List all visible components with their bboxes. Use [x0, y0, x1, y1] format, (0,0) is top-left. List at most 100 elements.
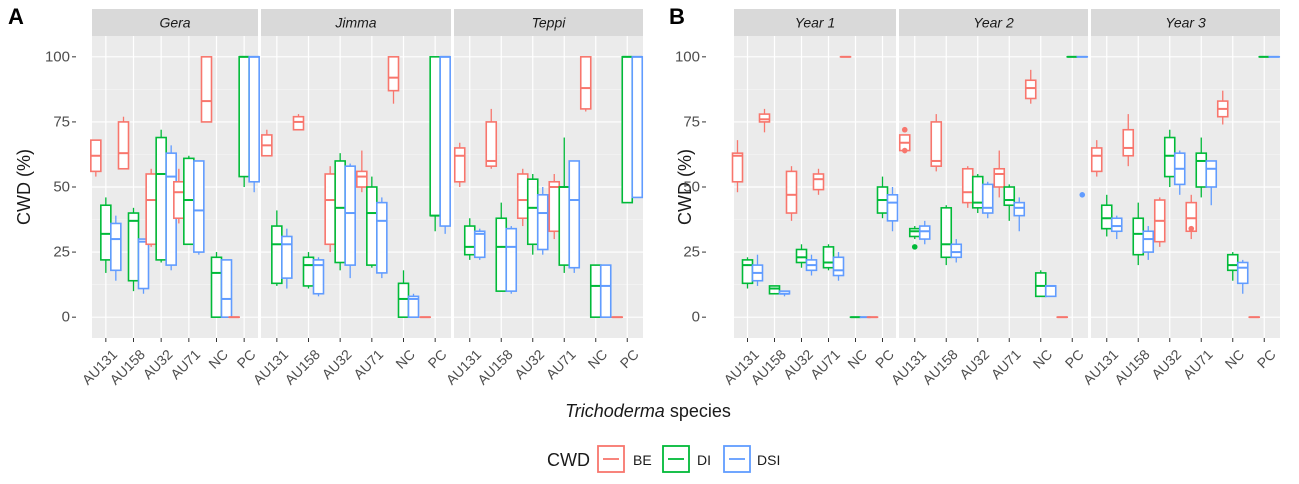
chart-b-facet-year-3-x-tick-label: AU71: [1180, 346, 1216, 382]
chart-b-facet-year-2-box-pc-dsi-outlier: [1079, 192, 1086, 198]
chart-b-facet-year-2-x-tick-label: NC: [1030, 346, 1056, 372]
chart-b-facet-year-1-box-au71-di-iqr: [822, 246, 835, 269]
chart-a-facet-gera-box-au131-dsi: [110, 215, 122, 281]
chart-a-facet-teppi-box-au131-be: [453, 142, 466, 187]
x-axis-title-italic: Trichoderma: [565, 401, 665, 421]
chart-b-facet-year-3-box-au158-be: [1122, 114, 1135, 167]
chart-a: A CWD (%) 0 25 50 75 100 GeraAU131AU158AU32AU71…: [8, 4, 644, 388]
chart-b-facet-year-2-strip: [899, 9, 1088, 36]
chart-a-facet-jimma-box-pc-dsi-iqr: [439, 56, 451, 227]
chart-b-facet-year-2-box-au158-be-iqr: [930, 121, 943, 167]
chart-b-facet-year-1-x-tick-label: AU71: [807, 346, 843, 382]
chart-b-facet-year-1-box-au71-di: [822, 244, 835, 271]
chart-b-facet-year-3-box-nc-di: [1226, 252, 1239, 281]
chart-b-facet-year-1-box-au32-di: [795, 244, 808, 268]
chart-b-facet-year-2-box-au158-dsi: [950, 239, 963, 263]
chart-a-facet-gera-box-au32-be-iqr: [145, 173, 157, 246]
chart-b-facet-year-2-box-au71-be: [993, 150, 1006, 198]
chart-b-facet-year-1-box-au32-be: [785, 166, 798, 221]
chart-a-facet-jimma-box-au158-di: [302, 252, 315, 289]
chart-b-facet-year-2-x-tick-label: AU32: [956, 346, 992, 382]
chart-b-facet-year-3-x-tick-label: PC: [1254, 346, 1279, 371]
chart-a-facet-gera-box-au158-di-iqr: [127, 212, 140, 282]
chart-a-facet-jimma-box-au131-dsi: [281, 228, 293, 289]
chart-a-facet-gera-box-nc-di: [210, 252, 223, 318]
chart-a-y-tick-label: 75: [53, 113, 70, 130]
chart-b: B CWD (%) 0 25 50 75 100 Year 1AU131AU158AU32AU…: [669, 4, 1281, 388]
chart-b-facet-year-1-x-tick-label: NC: [844, 346, 870, 372]
chart-b-facet-year-2-x-tick-label: AU71: [988, 346, 1024, 382]
legend-title: CWD: [547, 450, 590, 470]
chart-b-facet-year-2-box-nc-be-iqr: [1024, 79, 1037, 100]
chart-a-facet-gera-box-nc-be-iqr: [200, 56, 213, 123]
chart-a-facet-gera-box-au158-di: [127, 207, 140, 292]
chart-a-facet-gera-box-au32-di: [155, 129, 167, 263]
chart-b-facet-year-3-box-au131-dsi-iqr: [1110, 217, 1123, 233]
chart-a-facet-teppi-box-au32-dsi: [536, 187, 549, 255]
chart-b-facet-year-2-box-au131-be: [898, 126, 911, 154]
chart-a-facet-teppi-box-pc-di-iqr: [621, 56, 634, 204]
chart-a-y-tick-label: 50: [53, 179, 70, 196]
chart-b-facet-year-1-box-pc-dsi: [886, 187, 899, 232]
chart-a-facet-jimma-box-nc-dsi: [407, 293, 420, 318]
chart-a-facet-jimma-box-nc-be-iqr: [387, 56, 400, 92]
chart-a-facet-teppi-x-tick-label: AU158: [474, 346, 516, 388]
chart-b-facet-year-2-box-au131-be-outlier: [901, 126, 908, 133]
chart-b-facet-year-3-x-tick-label: NC: [1222, 346, 1248, 372]
chart-b-facet-year-1-box-au131-be: [731, 140, 744, 193]
chart-a-facet-jimma-box-au158-dsi: [312, 257, 325, 297]
chart-a-facet-gera-box-au71-di: [183, 155, 195, 246]
chart-a-facet-gera-box-au32-be: [145, 168, 157, 247]
chart-a-facet-gera-x-tick-label: NC: [205, 346, 231, 372]
chart-a-facet-gera-box-au158-dsi-iqr: [137, 238, 150, 290]
x-axis-title: Trichoderma species: [565, 401, 731, 421]
chart-a-facet-jimma-box-au71-be-iqr: [356, 170, 368, 188]
chart-a-facet-teppi-box-pc-dsi: [631, 55, 644, 199]
chart-b-facet-year-1-x-tick-label: PC: [872, 346, 897, 371]
chart-a-facet-teppi-box-pc-di: [621, 55, 634, 204]
chart-b-facet-year-3-box-au131-di: [1100, 194, 1113, 237]
chart-a-facet-teppi-box-nc-be: [579, 56, 592, 112]
chart-a-facet-jimma-x-tick-label: AU158: [281, 346, 323, 388]
chart-a-facet-teppi-box-nc-be-iqr: [579, 56, 592, 110]
chart-b-facet-year-1-box-au131-dsi: [751, 254, 764, 286]
chart-b-y-tick-label: 50: [683, 179, 700, 196]
chart-a-facet-gera-box-au71-be-iqr: [173, 180, 185, 220]
chart-a-facet-jimma-box-pc-di-iqr: [429, 56, 441, 217]
chart-b-facet-year-3-box-au71-di-iqr: [1195, 152, 1208, 188]
chart-a-facet-gera-box-pc-dsi: [248, 55, 260, 193]
chart-b-facet-year-3-box-au32-be: [1153, 197, 1166, 247]
chart-a-facet-jimma-box-au158-be: [292, 114, 305, 131]
chart-b-facet-year-2-box-au158-be: [930, 114, 943, 172]
chart-a-facet-teppi-box-nc-di-iqr: [589, 264, 602, 318]
chart-a-facet-teppi-box-au158-di-iqr: [495, 217, 508, 292]
chart-a-facet-gera-box-au158-dsi: [137, 238, 150, 294]
legend-label-be: BE: [633, 452, 652, 468]
chart-a-facet-teppi-box-au131-be-iqr: [453, 147, 466, 183]
chart-b-facet-year-2-box-au32-dsi-iqr: [981, 183, 994, 214]
chart-a-facet-teppi-box-au158-be-iqr: [485, 121, 498, 167]
chart-a-facet-jimma-box-au131-dsi-iqr: [281, 235, 293, 279]
chart-a-facet-jimma-box-au158-dsi-iqr: [312, 259, 325, 295]
chart-a-facet-jimma-box-au32-dsi-iqr: [344, 165, 356, 266]
chart-a-facet-gera-box-au71-dsi-iqr: [193, 160, 205, 253]
chart-b-facet-year-1-box-au131-di: [741, 257, 754, 289]
chart-a-facet-gera-box-nc-dsi-iqr: [220, 259, 233, 318]
chart-a-facet-teppi-strip-title: Teppi: [532, 15, 567, 31]
chart-b-facet-year-1-box-au158-dsi: [778, 290, 791, 297]
chart-a-facet-teppi-box-au71-di-iqr: [558, 186, 571, 266]
chart-a-facet-teppi-box-au32-be: [516, 168, 529, 227]
chart-b-facet-year-2-x-tick-label: AU158: [919, 346, 961, 388]
chart-b-y-tick-label: 25: [683, 244, 700, 261]
chart-a-facet-teppi-box-nc-dsi: [599, 264, 612, 318]
chart-b-facet-year-1-box-au131-di-iqr: [741, 259, 754, 285]
chart-b-y-tick-label: 100: [675, 48, 700, 65]
chart-a-facet-jimma-box-au131-di-iqr: [271, 225, 283, 285]
chart-a-facet-jimma-x-tick-label: AU32: [319, 346, 355, 382]
chart-a-facet-jimma-x-tick-label: AU71: [350, 346, 386, 382]
chart-a-facet-teppi-box-au71-dsi: [568, 160, 581, 273]
chart-b-facet-year-3-box-au131-dsi: [1110, 215, 1123, 240]
chart-a-facet-teppi-box-au71-be-iqr: [548, 180, 561, 233]
